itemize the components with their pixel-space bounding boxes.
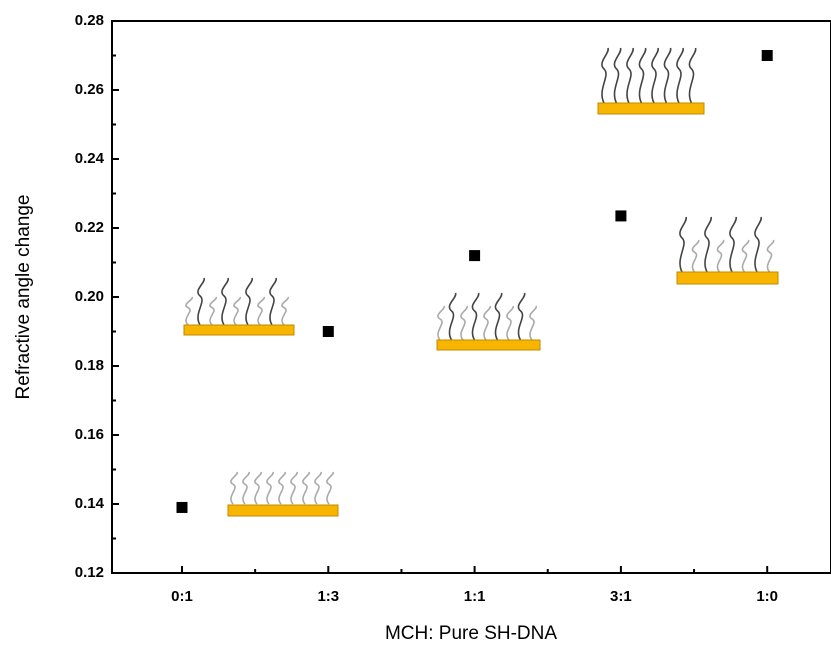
strand <box>754 216 762 273</box>
strand <box>326 471 334 505</box>
plot-frame <box>111 20 831 574</box>
strand <box>506 305 514 341</box>
strand <box>209 296 217 326</box>
marker <box>761 50 773 61</box>
strand <box>242 471 250 505</box>
strand <box>704 216 712 273</box>
strand <box>221 277 229 326</box>
strand <box>651 47 659 104</box>
strand <box>230 471 238 505</box>
gold-substrate <box>597 102 705 115</box>
y-tick-label: 0.12 <box>75 564 104 581</box>
strand <box>601 47 609 104</box>
y-tick-label: 0.26 <box>75 81 104 98</box>
strand <box>663 47 672 104</box>
y-tick-label: 0.22 <box>75 219 104 236</box>
x-tick-label: 0:1 <box>171 588 193 605</box>
marker <box>469 250 481 262</box>
strand <box>483 305 491 341</box>
strand <box>638 47 647 104</box>
strand <box>613 47 622 104</box>
strand <box>197 277 205 326</box>
x-tick-label: 3:1 <box>610 588 632 605</box>
strand <box>741 239 750 273</box>
strand <box>254 471 262 505</box>
marker <box>322 326 334 337</box>
x-axis-title: MCH: Pure SH-DNA <box>385 623 557 644</box>
strand <box>302 471 310 505</box>
strand <box>448 292 457 341</box>
gold-substrate <box>227 504 339 517</box>
strand <box>269 277 277 326</box>
marker <box>615 210 627 222</box>
strand <box>529 305 537 341</box>
y-tick-label: 0.16 <box>75 426 104 443</box>
y-axis-title: Refractive angle change <box>13 195 34 400</box>
illustrations <box>183 47 779 517</box>
gold-substrate <box>183 324 295 336</box>
gold-substrate <box>676 271 779 285</box>
strand <box>266 471 274 505</box>
strand <box>460 305 468 341</box>
strand <box>290 471 298 505</box>
y-tick-label: 0.14 <box>75 495 105 512</box>
x-tick-label: 1:0 <box>756 588 778 605</box>
strand <box>517 292 526 341</box>
strand <box>716 239 725 273</box>
strand <box>676 47 684 104</box>
strand <box>729 216 737 273</box>
strand <box>494 292 503 341</box>
y-tick-label: 0.18 <box>75 357 104 374</box>
gold-substrate <box>436 339 541 351</box>
strand <box>626 47 634 104</box>
strand <box>185 296 193 326</box>
x-tick-label: 1:1 <box>464 588 486 605</box>
strand <box>437 305 445 341</box>
strand <box>278 471 286 505</box>
strand <box>245 277 253 326</box>
strand <box>471 292 480 341</box>
y-tick-label: 0.20 <box>75 288 104 305</box>
strand <box>766 239 775 273</box>
strand <box>691 239 700 273</box>
y-tick-label: 0.28 <box>75 12 104 29</box>
strand <box>314 471 322 505</box>
strand <box>257 296 265 326</box>
strand <box>281 296 289 326</box>
x-tick-label: 1:3 <box>317 588 339 605</box>
strand <box>679 216 687 273</box>
y-tick-label: 0.24 <box>75 150 105 167</box>
strand <box>688 47 697 104</box>
marker <box>176 501 188 513</box>
strand <box>233 296 241 326</box>
